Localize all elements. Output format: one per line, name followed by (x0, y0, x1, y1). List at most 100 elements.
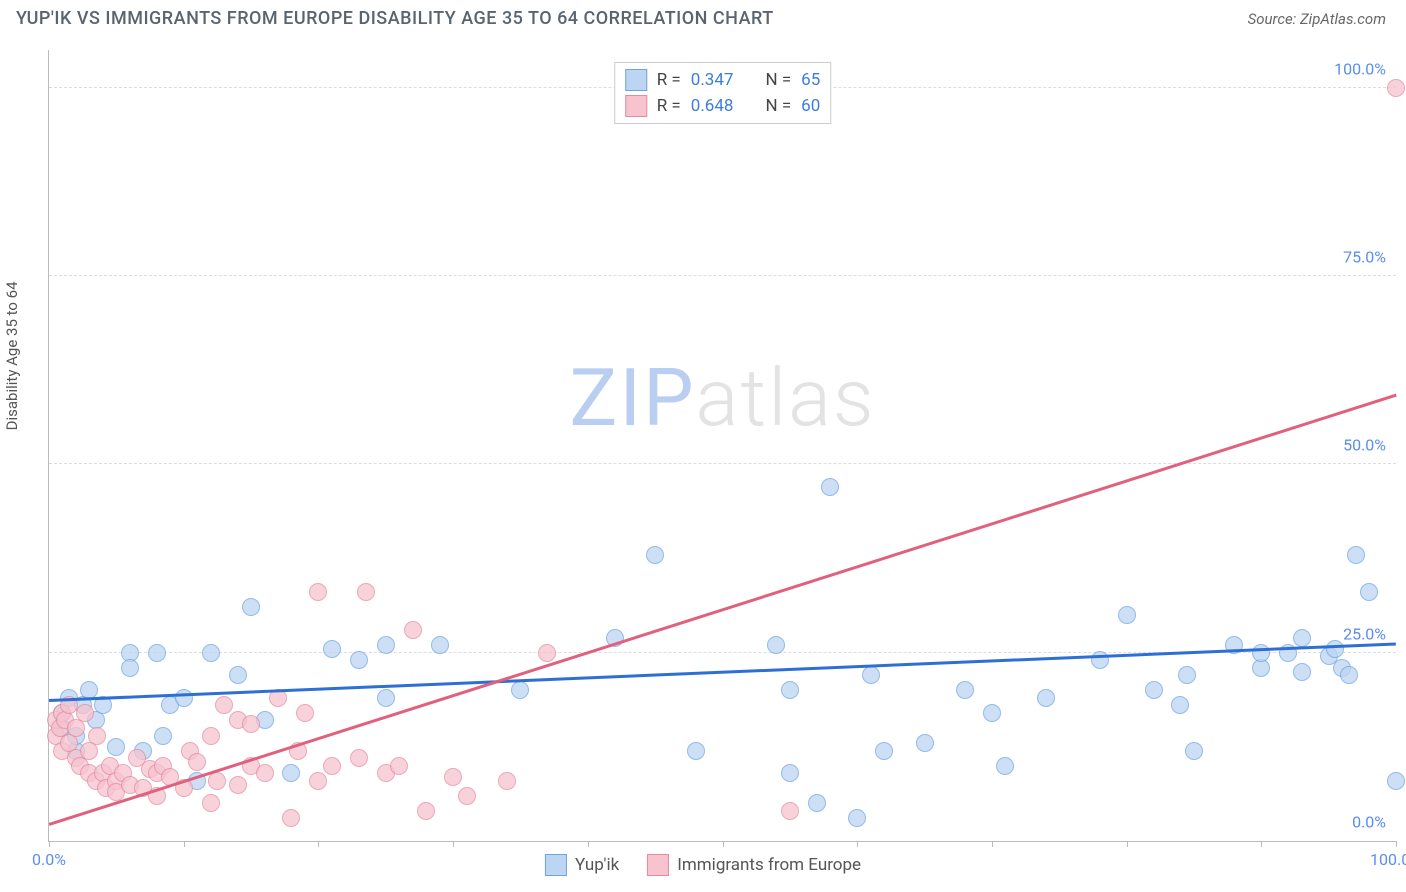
data-point (1145, 681, 1163, 699)
data-point (983, 704, 1001, 722)
legend-label: Yup'ik (575, 855, 619, 875)
x-tick (453, 841, 454, 847)
x-tick-label: 0.0% (32, 850, 66, 869)
data-point (956, 681, 974, 699)
gridline (49, 275, 1396, 276)
data-point (848, 809, 866, 827)
data-point (646, 546, 664, 564)
legend-swatch (545, 854, 567, 876)
y-tick-label: 100.0% (1332, 59, 1388, 78)
data-point (444, 768, 462, 786)
data-point (188, 753, 206, 771)
x-tick (49, 841, 50, 847)
data-point (390, 757, 408, 775)
r-value: 0.347 (691, 70, 734, 90)
legend-row: R =0.648N =60 (625, 93, 821, 119)
data-point (242, 598, 260, 616)
data-point (282, 809, 300, 827)
data-point (350, 651, 368, 669)
data-point (1171, 696, 1189, 714)
data-point (1387, 772, 1405, 790)
legend-row: R = 0.347 N = 65 (625, 67, 821, 93)
data-point (1037, 689, 1055, 707)
data-point (323, 757, 341, 775)
data-point (229, 776, 247, 794)
x-tick (992, 841, 993, 847)
data-point (431, 636, 449, 654)
correlation-legend: R =0.347N =65R =0.648N =60 (614, 62, 832, 124)
data-point (781, 764, 799, 782)
data-point (377, 689, 395, 707)
plot-area: ZIPatlas R =0.347N =65R =0.648N =60 0.0%… (48, 50, 1396, 842)
data-point (377, 636, 395, 654)
data-point (1360, 583, 1378, 601)
legend-swatch (625, 69, 647, 91)
data-point (808, 794, 826, 812)
data-point (296, 704, 314, 722)
data-point (781, 802, 799, 820)
n-value: 60 (801, 96, 820, 116)
source-attribution: Source: ZipAtlas.com (1248, 10, 1386, 28)
watermark-right: atlas (696, 351, 876, 445)
data-point (154, 727, 172, 745)
data-point (282, 764, 300, 782)
r-value: 0.648 (691, 96, 734, 116)
data-point (229, 666, 247, 684)
n-value: 65 (801, 70, 820, 90)
data-point (916, 734, 934, 752)
data-point (67, 719, 85, 737)
x-tick (1396, 841, 1397, 847)
gridline (49, 463, 1396, 464)
data-point (996, 757, 1014, 775)
watermark-left: ZIP (569, 351, 695, 445)
data-point (242, 715, 260, 733)
x-tick (857, 841, 858, 847)
data-point (357, 583, 375, 601)
data-point (208, 772, 226, 790)
data-point (1293, 663, 1311, 681)
legend-item: Yup'ik (545, 854, 619, 876)
r-label: R = (657, 70, 681, 90)
chart-container: Disability Age 35 to 64 ZIPatlas R =0.34… (0, 40, 1406, 892)
y-tick-label: 25.0% (1341, 624, 1388, 643)
data-point (538, 644, 556, 662)
series-legend: Yup'ik Immigrants from Europe (545, 854, 861, 876)
legend-label: Immigrants from Europe (677, 855, 861, 875)
data-point (107, 738, 125, 756)
data-point (309, 583, 327, 601)
data-point (1252, 644, 1270, 662)
data-point (1347, 546, 1365, 564)
data-point (781, 681, 799, 699)
data-point (175, 689, 193, 707)
data-point (404, 621, 422, 639)
y-tick-label: 0.0% (1350, 813, 1388, 832)
data-point (1178, 666, 1196, 684)
data-point (202, 644, 220, 662)
chart-title: YUP'IK VS IMMIGRANTS FROM EUROPE DISABIL… (16, 8, 774, 29)
data-point (1340, 666, 1358, 684)
data-point (76, 704, 94, 722)
x-tick (1261, 841, 1262, 847)
data-point (821, 478, 839, 496)
data-point (687, 742, 705, 760)
x-tick (318, 841, 319, 847)
legend-swatch (625, 95, 647, 117)
data-point (1387, 79, 1405, 97)
watermark: ZIPatlas (569, 351, 875, 445)
data-point (88, 727, 106, 745)
data-point (767, 636, 785, 654)
data-point (215, 696, 233, 714)
data-point (202, 727, 220, 745)
x-tick (588, 841, 589, 847)
data-point (862, 666, 880, 684)
data-point (875, 742, 893, 760)
data-point (1326, 640, 1344, 658)
n-label: N = (765, 70, 791, 90)
data-point (498, 772, 516, 790)
data-point (256, 764, 274, 782)
data-point (1185, 742, 1203, 760)
data-point (417, 802, 435, 820)
data-point (1118, 606, 1136, 624)
data-point (350, 749, 368, 767)
r-label: R = (657, 96, 681, 116)
